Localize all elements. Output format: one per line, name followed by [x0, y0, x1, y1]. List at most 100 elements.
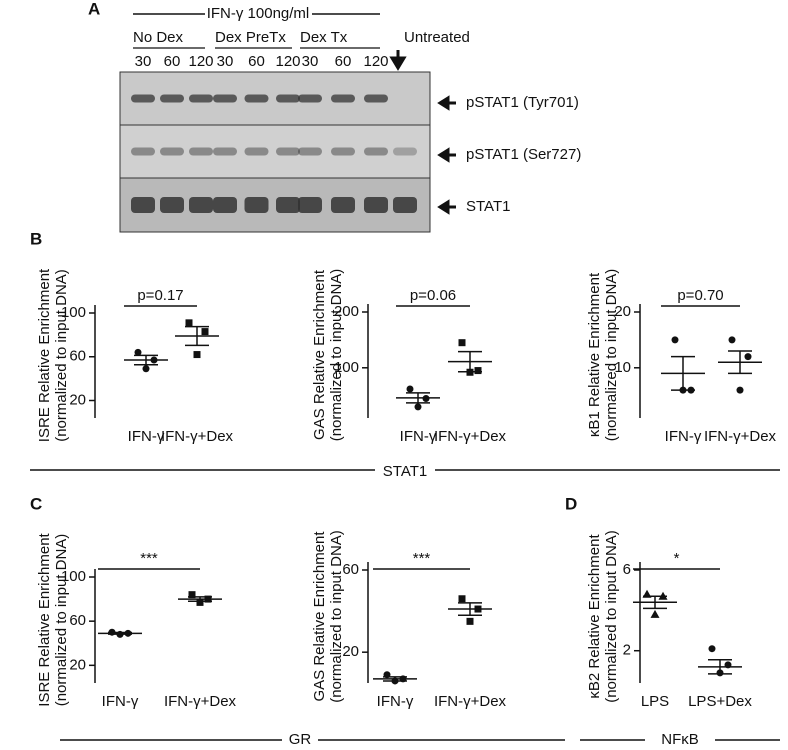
x-tick-label: IFN-γ — [102, 693, 139, 710]
point — [679, 386, 687, 394]
point — [422, 394, 430, 402]
point — [458, 595, 466, 603]
band-label: pSTAT1 (Tyr701) — [466, 94, 579, 111]
point — [744, 353, 752, 361]
y-tick-label: 20 — [342, 643, 359, 660]
point — [474, 367, 482, 375]
y-axis-label: GAS Relative Enrichment — [311, 531, 328, 702]
lane-label: 120 — [363, 53, 388, 70]
point — [193, 351, 201, 359]
band-label: STAT1 — [466, 198, 510, 215]
band — [189, 197, 213, 213]
point — [728, 336, 736, 344]
x-tick-label: IFN-γ — [377, 693, 414, 710]
point — [124, 629, 132, 637]
band — [331, 94, 355, 103]
panel-letter: C — [30, 494, 42, 513]
band-label: pSTAT1 (Ser727) — [466, 146, 581, 163]
panel-letter: A — [88, 0, 100, 18]
point — [724, 661, 732, 669]
band — [131, 147, 155, 156]
point — [406, 385, 414, 393]
lane-label: 60 — [164, 53, 181, 70]
band — [364, 147, 388, 156]
lane-label: 30 — [302, 53, 319, 70]
x-tick-label: IFN-γ — [128, 428, 165, 445]
x-tick-label: IFN-γ — [665, 428, 702, 445]
point — [188, 591, 196, 599]
y-tick-label: 10 — [614, 359, 631, 376]
band — [276, 197, 300, 213]
y-tick-label: 20 — [69, 656, 86, 673]
point — [201, 328, 209, 336]
band — [131, 197, 155, 213]
band — [364, 94, 388, 103]
group-label: Dex Tx — [300, 29, 348, 46]
y-tick-label: 60 — [342, 561, 359, 578]
band — [393, 197, 417, 213]
lane-label: 120 — [188, 53, 213, 70]
significance-label: p=0.70 — [677, 287, 723, 304]
group-label: No Dex — [133, 29, 184, 46]
band — [298, 94, 322, 103]
significance-label: *** — [413, 550, 431, 567]
lane-label: 30 — [217, 53, 234, 70]
y-tick-label: 100 — [61, 304, 86, 321]
point — [736, 386, 744, 394]
band — [160, 94, 184, 103]
point — [399, 675, 407, 683]
significance-label: * — [674, 550, 680, 567]
band — [189, 147, 213, 156]
band — [331, 197, 355, 213]
band — [160, 147, 184, 156]
band — [276, 94, 300, 103]
treatment-label: IFN-γ 100ng/ml — [207, 5, 310, 22]
point — [414, 403, 422, 411]
y-axis-label: (normalized to input DNA) — [603, 530, 620, 703]
point — [716, 669, 724, 677]
point — [671, 336, 679, 344]
y-axis-label: (normalized to input DNA) — [603, 269, 620, 442]
point — [474, 605, 482, 613]
point — [391, 677, 399, 685]
y-tick-label: 100 — [61, 568, 86, 585]
group-label: Dex PreTx — [215, 29, 286, 46]
band — [213, 197, 237, 213]
y-tick-label: 2 — [623, 642, 631, 659]
point — [383, 671, 391, 679]
x-tick-label: IFN-γ+Dex — [164, 693, 237, 710]
band — [298, 197, 322, 213]
point — [650, 609, 660, 618]
point — [185, 319, 193, 327]
y-axis-label: (normalized to input DNA) — [328, 530, 345, 703]
y-tick-label: 60 — [69, 348, 86, 365]
band — [244, 197, 269, 213]
lane-label: 120 — [275, 53, 300, 70]
x-tick-label: IFN-γ+Dex — [434, 428, 507, 445]
untreated-label: Untreated — [404, 29, 470, 46]
point — [708, 645, 716, 653]
section-label: GR — [289, 731, 312, 748]
x-tick-label: LPS — [641, 693, 669, 710]
panel-letter: B — [30, 229, 42, 248]
x-tick-label: IFN-γ+Dex — [434, 693, 507, 710]
y-tick-label: 20 — [614, 303, 631, 320]
band — [276, 147, 300, 156]
band — [213, 147, 237, 156]
y-tick-label: 60 — [69, 612, 86, 629]
point — [204, 595, 212, 603]
section-label: NFκB — [661, 731, 699, 748]
band — [298, 147, 322, 156]
point — [458, 339, 466, 347]
error-bar — [185, 325, 209, 347]
y-axis-label: ISRE Relative Enrichment — [36, 532, 53, 706]
y-tick-label: 100 — [334, 359, 359, 376]
band — [213, 94, 237, 103]
point — [466, 368, 474, 376]
band — [364, 197, 388, 213]
panel-letter: D — [565, 494, 577, 513]
y-axis-label: GAS Relative Enrichment — [311, 269, 328, 440]
point — [142, 365, 150, 373]
significance-label: p=0.17 — [137, 287, 183, 304]
point — [108, 628, 116, 636]
